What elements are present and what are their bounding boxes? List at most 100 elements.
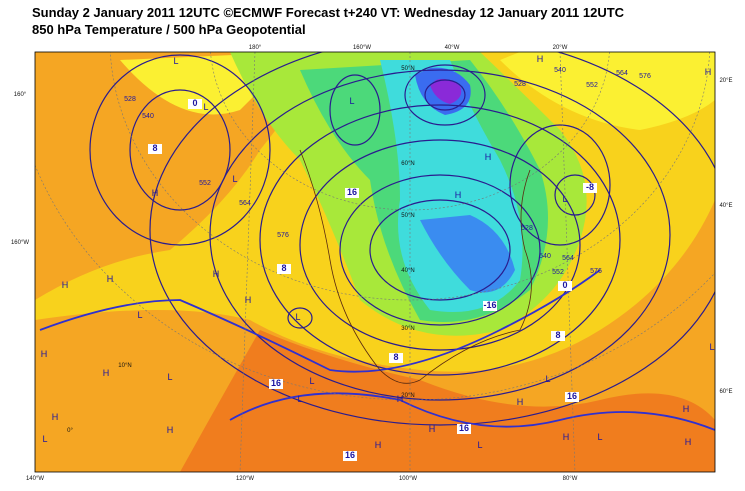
height-label: 564 xyxy=(616,70,628,77)
height-label: 540 xyxy=(142,113,154,120)
temperature-label: 16 xyxy=(271,378,281,388)
pressure-center: H xyxy=(397,394,404,404)
pressure-center: H xyxy=(107,274,114,284)
top-label: 20°W xyxy=(553,45,568,51)
height-label: 552 xyxy=(199,180,211,187)
pressure-center: H xyxy=(41,349,48,359)
label-box xyxy=(551,331,565,341)
height-label: 528 xyxy=(514,81,526,88)
lat-label: 30°N xyxy=(401,326,414,332)
height-label: 564 xyxy=(239,200,251,207)
height-label: 576 xyxy=(639,73,651,80)
label-box xyxy=(558,281,572,291)
height-label: 540 xyxy=(554,67,566,74)
label-box xyxy=(269,379,283,389)
pressure-center: H xyxy=(429,424,436,434)
pressure-center: H xyxy=(62,280,69,290)
bottom-label: 120°W xyxy=(236,476,254,482)
temperature-label: 8 xyxy=(281,263,286,273)
height-label: 576 xyxy=(590,268,602,275)
height-label: 528 xyxy=(521,225,533,232)
pressure-center: H xyxy=(375,440,382,450)
left-label: 160° xyxy=(14,92,27,98)
height-label: 528 xyxy=(124,96,136,103)
bottom-label: 100°W xyxy=(399,476,417,482)
pressure-center: L xyxy=(562,194,567,204)
pressure-center: L xyxy=(297,394,302,404)
lat-label: 60°N xyxy=(401,161,414,167)
label-box xyxy=(188,99,202,109)
label-box xyxy=(345,188,359,198)
height-label: 552 xyxy=(586,82,598,89)
bottom-label: 80°W xyxy=(563,476,578,482)
top-label: 180° xyxy=(249,45,262,51)
label-box xyxy=(565,392,579,402)
pressure-center: L xyxy=(597,432,602,442)
left-label: 160°W xyxy=(11,240,29,246)
pressure-center: L xyxy=(309,376,314,386)
temperature-label: 16 xyxy=(347,187,357,197)
pressure-center: H xyxy=(52,412,59,422)
map-frame xyxy=(34,51,716,473)
pressure-center: L xyxy=(203,102,208,112)
lat-label: 20°N xyxy=(401,393,414,399)
title-line1: Sunday 2 January 2011 12UTC ©ECMWF Forec… xyxy=(32,5,625,20)
label-box xyxy=(277,264,291,274)
pressure-center: H xyxy=(245,295,252,305)
pressure-center: H xyxy=(563,432,570,442)
pressure-center: H xyxy=(485,152,492,162)
height-label: 540 xyxy=(539,253,551,260)
height-label: 576 xyxy=(277,232,289,239)
height-label: 564 xyxy=(562,255,574,262)
pressure-center: H xyxy=(685,437,692,447)
title-line2: 850 hPa Temperature / 500 hPa Geopotenti… xyxy=(32,22,306,37)
right-label: 40°E xyxy=(719,203,732,209)
temperature-label: 8 xyxy=(393,352,398,362)
temperature-label: 0 xyxy=(562,280,567,290)
lat-label: 40°N xyxy=(401,268,414,274)
pressure-center: H xyxy=(705,67,712,77)
temperature-label: -8 xyxy=(586,182,594,192)
pressure-center: L xyxy=(42,434,47,444)
temperature-label: -16 xyxy=(483,300,496,310)
pressure-center: L xyxy=(232,174,237,184)
label-box xyxy=(457,424,471,434)
right-label: 60°E xyxy=(719,389,732,395)
label-box xyxy=(583,183,597,193)
pressure-center: H xyxy=(683,404,690,414)
pressure-center: L xyxy=(173,56,178,66)
pressure-center: H xyxy=(455,190,462,200)
pressure-center: L xyxy=(349,96,354,106)
temperature-label: 8 xyxy=(555,330,560,340)
label-box xyxy=(148,144,162,154)
pressure-center: H xyxy=(213,269,220,279)
pressure-center: H xyxy=(152,188,159,198)
lat-label: 10°N xyxy=(118,363,131,369)
temperature-label: 0 xyxy=(192,98,197,108)
lat-label: 50°N xyxy=(401,66,414,72)
lat-label: 0° xyxy=(67,428,73,434)
pressure-center: H xyxy=(167,425,174,435)
right-label: 20°E xyxy=(719,78,732,84)
temperature-label: 16 xyxy=(345,450,355,460)
map-field xyxy=(35,52,715,472)
pressure-center: L xyxy=(545,374,550,384)
lat-label: 50°N xyxy=(401,213,414,219)
label-box xyxy=(343,451,357,461)
pressure-center: H xyxy=(103,368,110,378)
label-box xyxy=(483,301,497,311)
top-label: 160°W xyxy=(353,45,371,51)
pressure-center: L xyxy=(295,312,300,322)
pressure-center: H xyxy=(537,54,544,64)
pressure-center: L xyxy=(167,372,172,382)
temperature-label: 16 xyxy=(567,391,577,401)
height-label: 552 xyxy=(552,269,564,276)
label-box xyxy=(389,353,403,363)
pressure-center: L xyxy=(137,310,142,320)
pressure-center: L xyxy=(477,440,482,450)
bottom-label: 140°W xyxy=(26,476,44,482)
pressure-center: H xyxy=(517,397,524,407)
temperature-label: 16 xyxy=(459,423,469,433)
temperature-label: 8 xyxy=(152,143,157,153)
